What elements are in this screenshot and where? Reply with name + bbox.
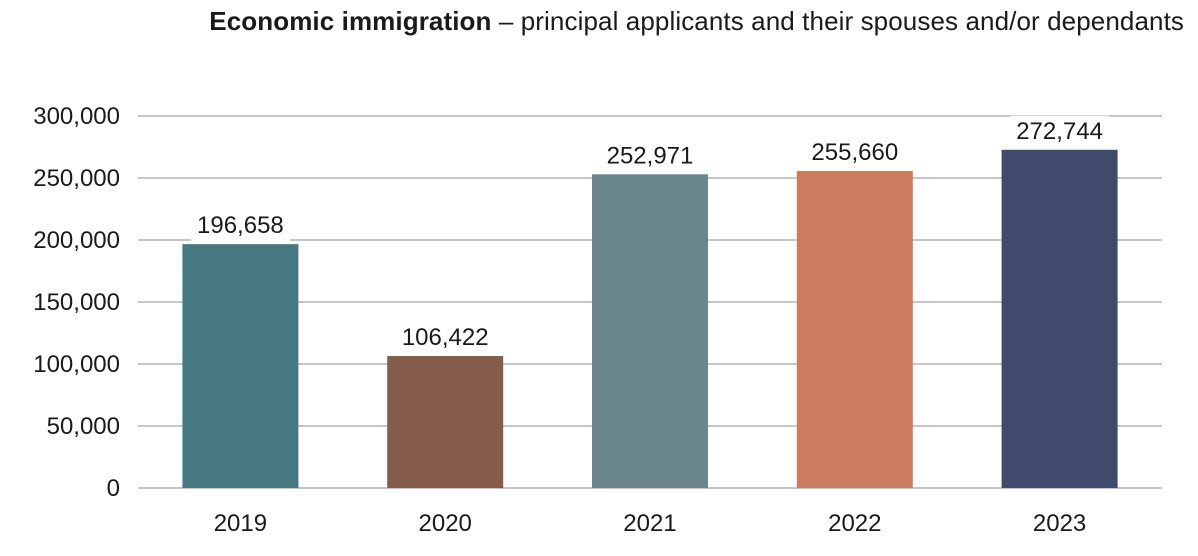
data-label-2020: 106,422 (402, 324, 489, 351)
data-label-2021: 252,971 (607, 142, 694, 169)
y-tick-label: 150,000 (33, 289, 120, 316)
data-label-background (600, 140, 700, 172)
y-tick-label: 300,000 (33, 103, 120, 130)
chart-title-main: Economic immigration (209, 6, 492, 36)
bar-2021 (592, 174, 708, 488)
data-label-background (805, 136, 905, 168)
x-tick-label-2021: 2021 (623, 510, 676, 537)
chart-subtitle: – principal applicants and their spouses… (498, 6, 1184, 36)
data-label-background (395, 322, 495, 354)
y-tick-label: 250,000 (33, 165, 120, 192)
chart-title: Economic immigration – principal applica… (209, 6, 1184, 37)
y-tick-label: 200,000 (33, 227, 120, 254)
data-labels: 196,658 106,422 252,971 255,660 272,744 (191, 115, 1109, 354)
data-label-2023: 272,744 (1016, 118, 1103, 145)
bar-2020 (387, 356, 504, 488)
bar-2023 (1001, 149, 1118, 489)
bar-2019 (182, 244, 299, 488)
data-label-2019: 196,658 (197, 212, 284, 239)
y-axis-tick-labels: 0 50,000 100,000 150,000 200,000 250,000 300,0… (33, 103, 120, 502)
x-tick-label-2020: 2020 (419, 510, 472, 537)
y-tick-label: 0 (107, 475, 120, 502)
x-tick-label-2022: 2022 (828, 510, 881, 537)
y-tick-label: 100,000 (33, 351, 120, 378)
y-tick-label: 50,000 (47, 413, 120, 440)
data-label-2022: 255,660 (811, 139, 898, 166)
x-axis-tick-labels: 2019 2020 2021 2022 2023 (214, 510, 1087, 537)
x-tick-label-2023: 2023 (1033, 510, 1086, 537)
data-label-background (1010, 115, 1109, 147)
bar-2022 (796, 170, 913, 488)
bars (182, 149, 1118, 489)
x-tick-label-2019: 2019 (214, 510, 267, 537)
data-label-background (191, 210, 290, 242)
